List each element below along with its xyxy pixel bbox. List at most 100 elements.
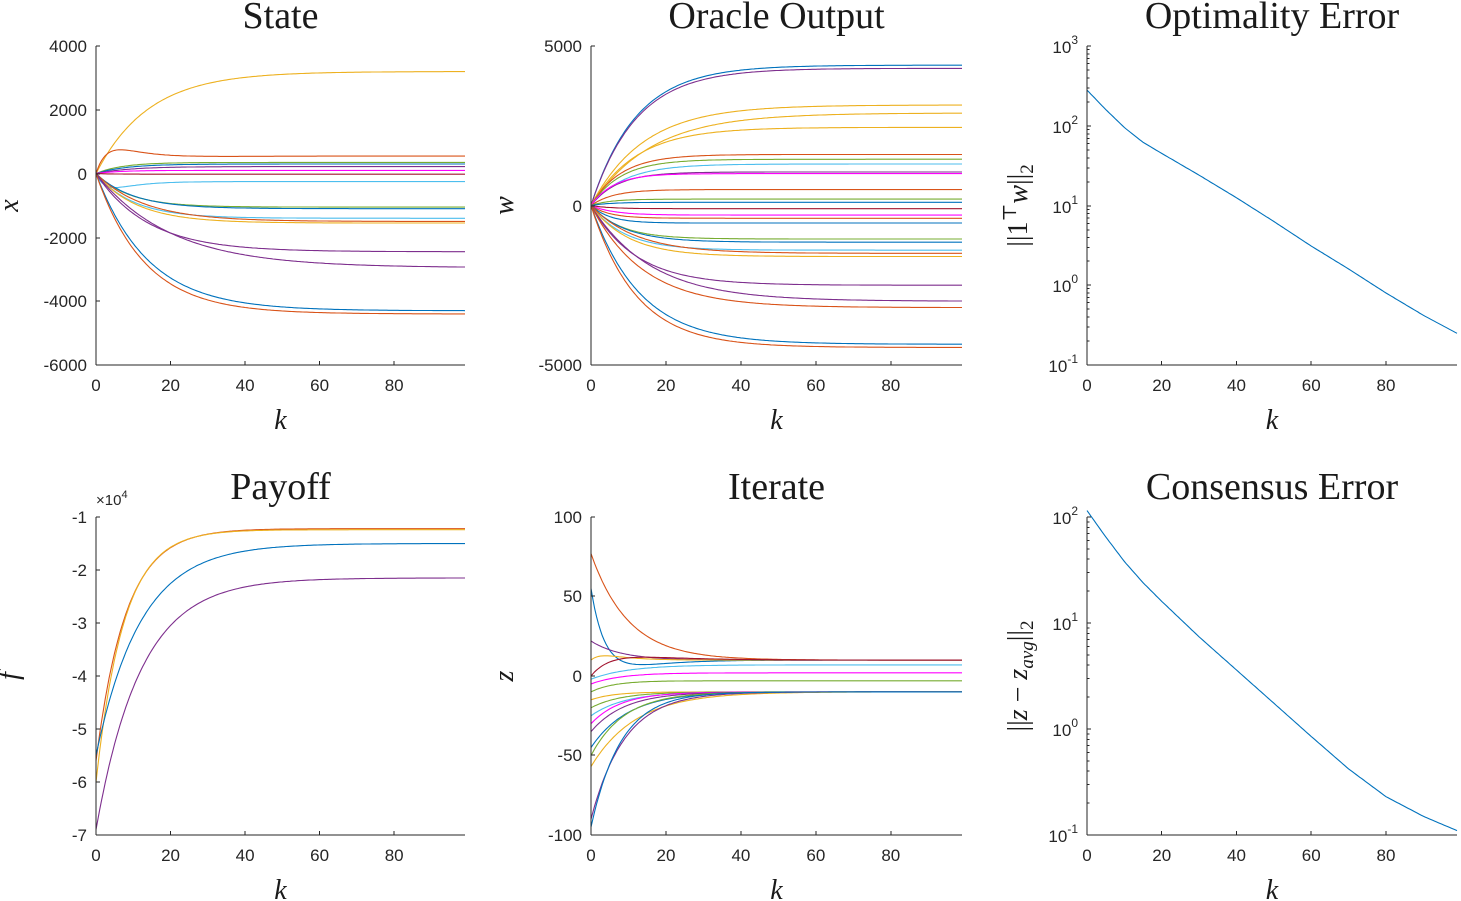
- series-line-1: [590, 64, 962, 206]
- series-line-8: [95, 173, 465, 189]
- series-group: [95, 71, 466, 315]
- y-tick-label: 2000: [49, 101, 87, 120]
- series-line-10: [590, 173, 962, 206]
- y-tick-label: 0: [573, 197, 582, 216]
- x-tick-label: 40: [1227, 846, 1246, 865]
- series-line-14: [590, 691, 962, 748]
- series-line-4: [95, 577, 465, 830]
- series-line-5: [95, 166, 465, 175]
- chart-title: Optimality Error: [1145, 0, 1400, 37]
- series-line-12: [95, 173, 465, 224]
- x-axis-label: k: [1266, 875, 1279, 901]
- y-axis-label: w: [489, 196, 520, 215]
- series-line-17: [590, 205, 962, 224]
- x-tick-label: 0: [91, 846, 100, 865]
- y-tick-label: 100: [1052, 716, 1078, 740]
- y-tick-label: 0: [573, 667, 582, 686]
- series-line-14: [590, 204, 962, 210]
- x-tick-label: 0: [586, 376, 595, 395]
- panel-optimality: 103 102 101 100 10-10 20 40 60 80 Optimality Erro…: [1000, 0, 1458, 436]
- series-line-2: [590, 588, 962, 666]
- series-line-15: [590, 204, 962, 216]
- series-line-9: [95, 173, 465, 208]
- y-tick-label: 4000: [49, 37, 87, 56]
- y-tick-label: -6: [72, 773, 87, 792]
- y-tick-label: 102: [1052, 113, 1078, 137]
- series-line-15: [95, 173, 465, 268]
- series-group: [590, 553, 962, 828]
- x-tick-label: 40: [236, 376, 255, 395]
- series-line-6: [590, 656, 962, 677]
- series-line-22: [590, 205, 962, 254]
- series-line-1: [1086, 510, 1458, 832]
- x-axis-label: k: [1266, 405, 1279, 436]
- series-line-19: [590, 205, 962, 243]
- series-line-12: [590, 198, 962, 207]
- series-line-27: [590, 205, 962, 348]
- x-tick-label: 20: [656, 846, 675, 865]
- chart-title: Consensus Error: [1146, 466, 1399, 508]
- series-line-13: [590, 691, 962, 732]
- series-line-23: [590, 205, 962, 286]
- series-line-11: [95, 173, 465, 219]
- x-tick-label: 40: [1227, 376, 1246, 395]
- series-line-5: [590, 664, 962, 680]
- series-line-24: [590, 205, 962, 302]
- y-tick-label: 103: [1052, 33, 1078, 57]
- series-line-1: [95, 71, 465, 174]
- x-tick-label: 80: [1377, 376, 1396, 395]
- y-tick-label: -3: [72, 614, 87, 633]
- series-line-20: [590, 205, 962, 251]
- series-line-7: [590, 158, 962, 206]
- series-line-6: [590, 153, 962, 206]
- series-line-13: [95, 173, 465, 222]
- x-tick-label: 80: [1377, 846, 1396, 865]
- y-tick-label: -4: [72, 667, 87, 686]
- x-tick-label: 20: [656, 376, 675, 395]
- x-tick-label: 60: [310, 846, 329, 865]
- series-line-1: [95, 528, 465, 761]
- y-tick-label: 10-1: [1048, 352, 1078, 376]
- series-line-11: [590, 189, 962, 206]
- series-group: [1086, 89, 1458, 334]
- y-axis-label: ||1⊤w||2: [1000, 164, 1038, 247]
- series-line-26: [590, 205, 962, 345]
- series-line-4: [590, 112, 962, 206]
- series-line-2: [590, 67, 962, 206]
- series-line-6: [95, 169, 465, 175]
- series-line-17: [590, 691, 962, 820]
- series-line-18: [590, 205, 962, 240]
- series-line-16: [590, 691, 962, 767]
- x-tick-label: 60: [806, 376, 825, 395]
- series-line-3: [590, 104, 962, 206]
- y-tick-label: 0: [78, 165, 87, 184]
- series-line-15: [590, 691, 962, 756]
- x-tick-label: 0: [1082, 376, 1091, 395]
- x-tick-label: 0: [91, 376, 100, 395]
- y-tick-label: 101: [1052, 610, 1078, 634]
- x-tick-label: 20: [161, 846, 180, 865]
- series-line-1: [1086, 89, 1458, 334]
- x-axis-label: k: [274, 405, 287, 436]
- y-tick-label: -4000: [44, 292, 87, 311]
- series-line-7: [590, 672, 962, 685]
- x-tick-label: 60: [1302, 846, 1321, 865]
- series-line-21: [590, 205, 962, 258]
- x-tick-label: 80: [385, 376, 404, 395]
- x-tick-label: 20: [161, 376, 180, 395]
- y-tick-label: -5000: [539, 356, 582, 375]
- x-axis-label: k: [770, 405, 783, 436]
- series-line-8: [590, 680, 962, 693]
- y-tick-label: -2000: [44, 229, 87, 248]
- series-line-16: [590, 205, 962, 219]
- x-axis-label: k: [770, 875, 783, 901]
- x-tick-label: 60: [1302, 376, 1321, 395]
- series-line-13: [590, 201, 962, 207]
- series-line-10: [95, 173, 465, 210]
- y-tick-label: 100: [1052, 272, 1078, 296]
- y-tick-label: -50: [557, 746, 582, 765]
